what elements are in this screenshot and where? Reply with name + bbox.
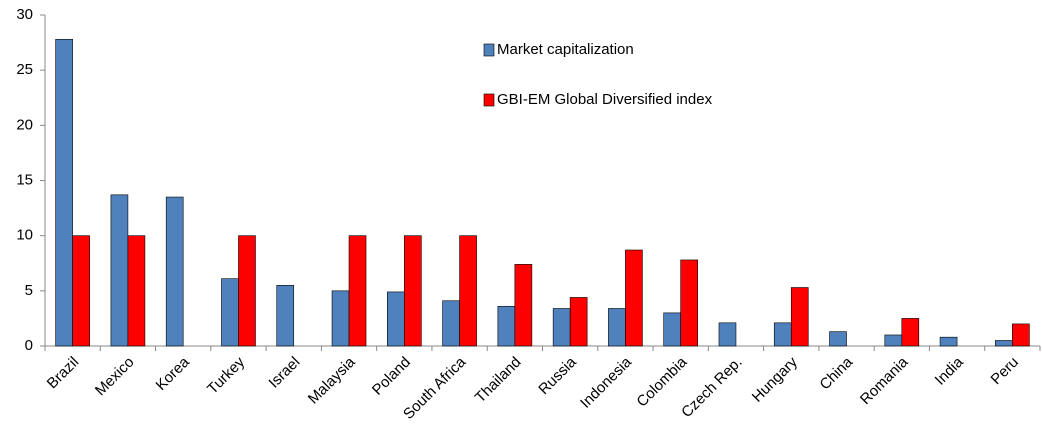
x-tick-label: Brazil: [44, 354, 83, 393]
bar: [459, 235, 477, 347]
bar: [514, 264, 533, 347]
bar: [331, 290, 350, 347]
bar: [442, 300, 460, 347]
bar: [790, 287, 809, 347]
y-tick-label: 15: [16, 171, 33, 188]
x-tick-label: India: [932, 353, 967, 388]
x-tick-label: Malaysia: [305, 353, 359, 407]
bar: [663, 312, 681, 347]
y-tick-label: 0: [25, 337, 33, 354]
bar: [221, 278, 239, 347]
y-tick-label: 20: [16, 116, 33, 133]
bar: [72, 235, 90, 347]
legend-swatch: [483, 93, 495, 107]
legend-label: GBI-EM Global Diversified index: [497, 91, 713, 108]
y-tick-label: 25: [16, 61, 33, 78]
bar: [773, 322, 792, 347]
x-tick-label: Russia: [535, 353, 580, 398]
bar: [238, 235, 256, 347]
legend-swatch: [483, 43, 495, 57]
bar: [718, 322, 737, 347]
bar: [552, 308, 571, 347]
bar: [387, 291, 405, 347]
x-tick-label: Colombia: [633, 353, 690, 410]
bar: [165, 196, 184, 347]
x-tick-label: Israel: [265, 354, 303, 392]
x-tick-label: Turkey: [204, 353, 248, 397]
x-tick-label: Korea: [153, 353, 194, 394]
legend-label: Market capitalization: [497, 41, 634, 58]
bar: [608, 308, 626, 347]
bar: [995, 340, 1013, 347]
x-tick-label: Peru: [988, 354, 1022, 388]
bar: [497, 305, 516, 347]
bar: [680, 259, 698, 347]
y-tick-label: 5: [25, 282, 33, 299]
bar: [939, 336, 958, 347]
x-tick-label: China: [816, 353, 856, 393]
x-tick-label: Romania: [857, 353, 912, 408]
bar: [1012, 323, 1030, 347]
y-tick-label: 30: [16, 6, 33, 23]
bar: [625, 249, 643, 347]
bar: [569, 297, 588, 347]
y-tick-label: 10: [16, 227, 33, 244]
bar: [348, 235, 367, 347]
bar: [901, 318, 920, 347]
bar: [55, 38, 73, 347]
x-tick-label: Indonesia: [577, 353, 635, 411]
x-tick-label: Mexico: [92, 354, 138, 400]
x-tick-label: Poland: [369, 354, 414, 399]
bar: [829, 331, 847, 347]
x-tick-label: Hungary: [749, 353, 801, 405]
bar: [110, 194, 129, 347]
bar: [884, 334, 903, 347]
bar: [404, 235, 422, 347]
bar: [127, 235, 146, 347]
bar: [276, 285, 295, 347]
x-tick-label: Thailand: [472, 354, 525, 407]
